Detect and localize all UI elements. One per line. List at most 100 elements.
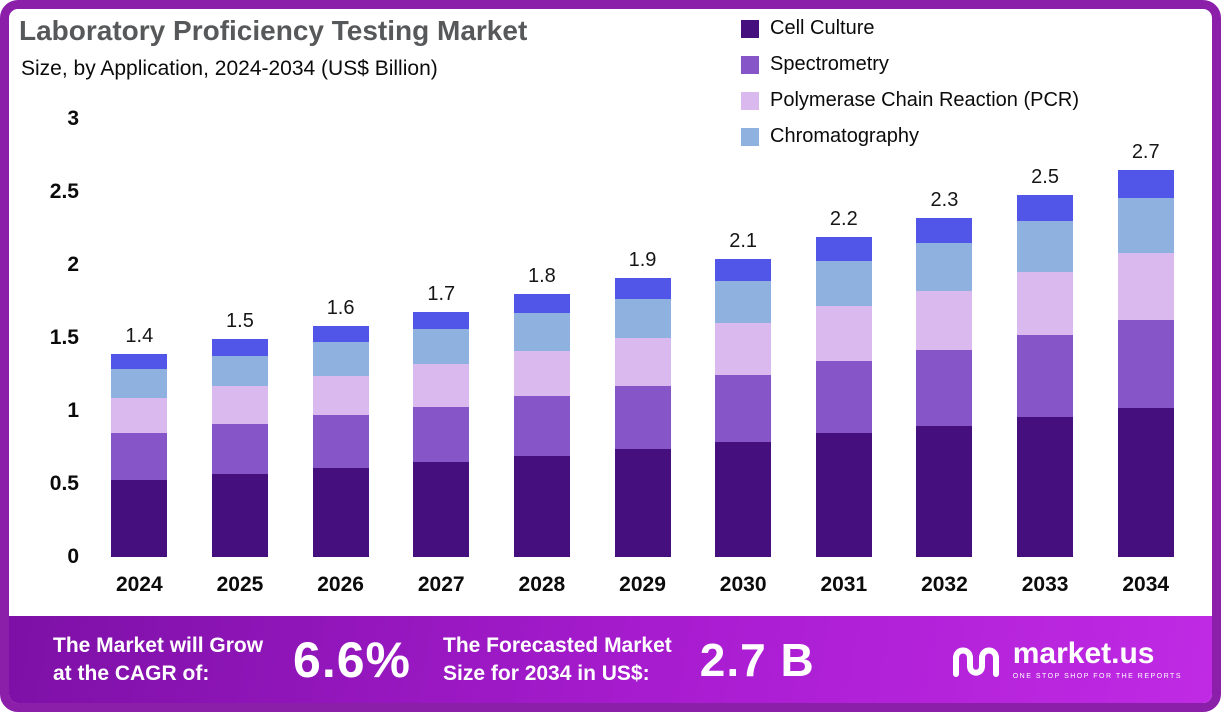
bar-total-label: 2.1 <box>729 230 758 253</box>
legend-item-polymerase-chain-reaction-pcr: Polymerase Chain Reaction (PCR) <box>741 89 1079 112</box>
bar-segment-polymerase-chain-reaction-pcr <box>513 351 570 397</box>
page-title: Laboratory Proficiency Testing Market <box>19 15 528 46</box>
bar-segment-chromatography <box>1017 221 1074 273</box>
bar-segment-other <box>815 237 872 261</box>
x-axis-label: 2028 <box>518 573 566 596</box>
cagr-label: The Market will Grow at the CAGR of: <box>53 634 264 685</box>
bar-segment-spectrometry <box>715 374 772 442</box>
bar-segment-other <box>1117 170 1174 198</box>
bar-segment-cell-culture <box>413 462 470 557</box>
bar-column-2031: 2.2 <box>793 119 894 557</box>
bar-segment-cell-culture <box>1117 408 1174 557</box>
brand-text: market.us ONE STOP SHOP FOR THE REPORTS <box>1012 637 1182 681</box>
bar-segment-other <box>1017 194 1074 222</box>
stacked-bar <box>715 259 772 557</box>
bar-segment-cell-culture <box>1017 416 1074 557</box>
bar-total-label: 2.2 <box>829 208 858 231</box>
bar-segment-chromatography <box>111 368 168 398</box>
bar-segment-chromatography <box>513 313 570 352</box>
stacked-bar <box>916 218 973 558</box>
y-tick-label: 1.5 <box>49 326 79 349</box>
stacked-bar <box>513 294 570 557</box>
bar-segment-other <box>211 339 268 356</box>
bar-segment-chromatography <box>815 260 872 306</box>
bar-segment-spectrometry <box>111 432 168 480</box>
bar-segment-polymerase-chain-reaction-pcr <box>413 364 470 407</box>
bar-segment-other <box>715 259 772 282</box>
y-tick-label: 3 <box>67 107 79 130</box>
bar-segment-cell-culture <box>916 425 973 558</box>
bar-total-label: 1.4 <box>125 325 154 348</box>
y-tick-label: 2 <box>67 253 79 277</box>
stacked-bar <box>211 339 268 557</box>
bar-segment-spectrometry <box>614 386 671 449</box>
x-axis-label: 2027 <box>417 573 465 596</box>
bar-segment-chromatography <box>614 298 671 338</box>
bar-total-label: 1.8 <box>527 265 556 288</box>
bar-total-label: 2.3 <box>930 189 959 212</box>
brand: market.us ONE STOP SHOP FOR THE REPORTS <box>949 638 1196 682</box>
footer-banner: The Market will Grow at the CAGR of: 6.6… <box>9 616 1212 703</box>
bar-segment-cell-culture <box>312 467 369 558</box>
bar-segment-polymerase-chain-reaction-pcr <box>211 386 268 425</box>
legend-label: Chromatography <box>770 125 919 147</box>
forecast-label: The Forecasted Market Size for 2034 in U… <box>443 634 672 685</box>
stacked-bar <box>815 237 872 557</box>
bar-segment-chromatography <box>715 281 772 324</box>
chart-subtitle: Size, by Application, 2024-2034 (US$ Bil… <box>21 57 438 80</box>
stacked-bar <box>111 354 168 557</box>
legend-label: Polymerase Chain Reaction (PCR) <box>770 89 1080 111</box>
legend-item-spectrometry: Spectrometry <box>741 53 1079 76</box>
bar-segment-other <box>312 326 369 343</box>
brand-name: market.us <box>1012 637 1155 670</box>
bar-segment-chromatography <box>211 355 268 387</box>
y-tick-label: 0.5 <box>49 472 79 496</box>
stacked-bar <box>413 311 470 557</box>
legend-item-chromatography: Chromatography <box>741 125 1079 148</box>
stacked-bar <box>614 278 671 558</box>
x-axis-label: 2033 <box>1021 573 1069 596</box>
plot-area: 1.4 1.5 1.6 1.7 1.8 1.9 2.1 2.2 2.3 2.5 2.7 <box>89 119 1196 558</box>
bar-column-2033: 2.5 <box>995 119 1096 557</box>
bar-segment-polymerase-chain-reaction-pcr <box>916 291 973 350</box>
bar-total-label: 1.7 <box>427 282 456 305</box>
x-axis-label: 2025 <box>216 573 264 596</box>
x-axis-labels: 2024 2025 2026 2027 2028 2029 2030 2031 2032 2033… <box>89 573 1196 597</box>
bar-segment-chromatography <box>312 342 369 376</box>
marketus-logo-icon <box>952 647 999 677</box>
x-axis-label: 2034 <box>1122 573 1170 596</box>
bar-segment-other <box>111 354 168 369</box>
bar-column-2025: 1.5 <box>190 119 291 557</box>
y-tick-label: 2.5 <box>49 180 79 203</box>
x-axis-label: 2030 <box>719 573 767 596</box>
bar-column-2034: 2.7 <box>1095 119 1196 557</box>
bar-segment-other <box>614 278 671 299</box>
bar-segment-spectrometry <box>211 424 268 474</box>
bar-segment-other <box>413 311 470 330</box>
bar-column-2028: 1.8 <box>492 119 593 557</box>
bar-segment-cell-culture <box>111 479 168 557</box>
brand-tagline: ONE STOP SHOP FOR THE REPORTS <box>1012 673 1182 680</box>
x-axis-label: 2031 <box>820 573 868 596</box>
legend-label: Spectrometry <box>770 53 889 75</box>
y-tick-label: 0 <box>67 545 79 568</box>
bar-segment-spectrometry <box>916 349 973 426</box>
bar-segment-cell-culture <box>715 441 772 557</box>
bar-segment-spectrometry <box>815 361 872 433</box>
bar-total-label: 2.5 <box>1031 165 1059 188</box>
bar-segment-cell-culture <box>513 456 570 557</box>
bar-segment-chromatography <box>413 329 470 365</box>
cagr-value: 6.6% <box>293 631 412 688</box>
bar-total-label: 1.5 <box>226 310 254 333</box>
bar-segment-polymerase-chain-reaction-pcr <box>312 375 369 416</box>
bar-segment-cell-culture <box>815 432 872 557</box>
bar-segment-other <box>916 218 973 244</box>
legend-swatch <box>741 91 759 110</box>
bar-segment-spectrometry <box>312 415 369 468</box>
bar-segment-spectrometry <box>513 396 570 457</box>
bar-segment-polymerase-chain-reaction-pcr <box>614 338 671 387</box>
bar-segment-polymerase-chain-reaction-pcr <box>715 323 772 375</box>
legend-label: Cell Culture <box>770 17 875 39</box>
